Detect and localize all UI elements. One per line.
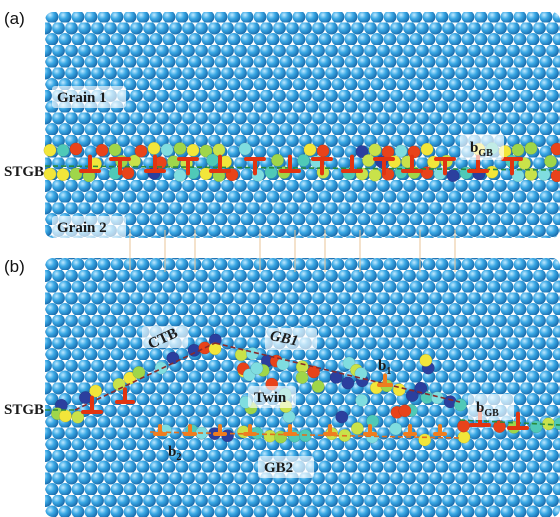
- grain-label: Grain 2: [57, 220, 107, 236]
- burgers-symbol: b: [476, 400, 484, 416]
- boundary-atom: [351, 422, 363, 434]
- boundary-atom: [399, 405, 411, 417]
- boundary-atom: [544, 155, 556, 167]
- boundary-atom: [342, 377, 354, 389]
- boundary-atom: [109, 144, 121, 156]
- burgers-symbol: b: [470, 140, 478, 156]
- burgers-subscript: 1: [386, 366, 391, 377]
- boundary-atom: [122, 167, 134, 179]
- boundary-atom: [355, 394, 367, 406]
- figure: (a) (b) Grain 1 Grain 2 STGB bGB STGB CT…: [0, 0, 560, 517]
- boundary-atom: [89, 385, 101, 397]
- boundary-atom: [264, 430, 276, 442]
- boundary-label: STGB: [4, 164, 44, 180]
- boundary-atom: [390, 423, 402, 435]
- boundary-atom: [336, 411, 348, 423]
- boundary-atom: [174, 169, 186, 181]
- boundary-atom: [369, 144, 381, 156]
- boundary-atom: [44, 144, 56, 156]
- boundary-atom: [174, 142, 186, 154]
- boundary-atom: [362, 154, 374, 166]
- boundary-atom: [457, 420, 469, 432]
- boundary-atom: [447, 169, 459, 181]
- boundary-atom: [297, 154, 309, 166]
- boundary-atom: [512, 144, 524, 156]
- boundary-atom: [57, 144, 69, 156]
- boundary-atom: [408, 146, 420, 158]
- boundary-label: STGB: [4, 402, 44, 418]
- panel-label: (a): [4, 9, 25, 28]
- boundary-atom: [59, 410, 71, 422]
- boundary-atom: [419, 434, 431, 446]
- boundary-atom: [155, 362, 167, 374]
- burgers-symbol: b: [378, 358, 386, 374]
- boundary-atom: [135, 145, 147, 157]
- boundary-atom: [251, 362, 263, 374]
- boundary-atom: [237, 426, 249, 438]
- boundary-atom: [530, 421, 542, 433]
- burgers-symbol: b: [168, 444, 176, 460]
- boundary-atom: [296, 361, 308, 373]
- gb2-label: GB2: [264, 460, 293, 476]
- twin-label: Twin: [254, 390, 287, 406]
- boundary-atom: [57, 168, 69, 180]
- boundary-atom: [395, 145, 407, 157]
- boundary-atom: [525, 142, 537, 154]
- boundary-atom: [96, 144, 108, 156]
- boundary-atom: [304, 143, 316, 155]
- boundary-atom: [312, 380, 324, 392]
- boundary-atom: [393, 384, 405, 396]
- boundary-atom: [44, 168, 56, 180]
- boundary-atom: [161, 144, 173, 156]
- boundary-atom: [148, 142, 160, 154]
- grain-label: Grain 1: [57, 90, 107, 106]
- boundary-atom: [454, 399, 466, 411]
- boundary-atom: [70, 143, 82, 155]
- burgers-subscript: GB: [484, 408, 499, 419]
- boundary-atom: [458, 431, 470, 443]
- burgers-subscript: 2: [176, 452, 181, 463]
- boundary-atom: [239, 143, 251, 155]
- boundary-atom: [187, 144, 199, 156]
- boundary-atom: [369, 169, 381, 181]
- boundary-atom: [235, 349, 247, 361]
- boundary-atom: [271, 154, 283, 166]
- boundary-atom: [317, 145, 329, 157]
- burgers-subscript: GB: [478, 148, 493, 159]
- boundary-atom: [296, 371, 308, 383]
- boundary-atom: [421, 143, 433, 155]
- boundary-atom: [420, 354, 432, 366]
- panel-label: (b): [4, 257, 25, 276]
- boundary-atom: [213, 144, 225, 156]
